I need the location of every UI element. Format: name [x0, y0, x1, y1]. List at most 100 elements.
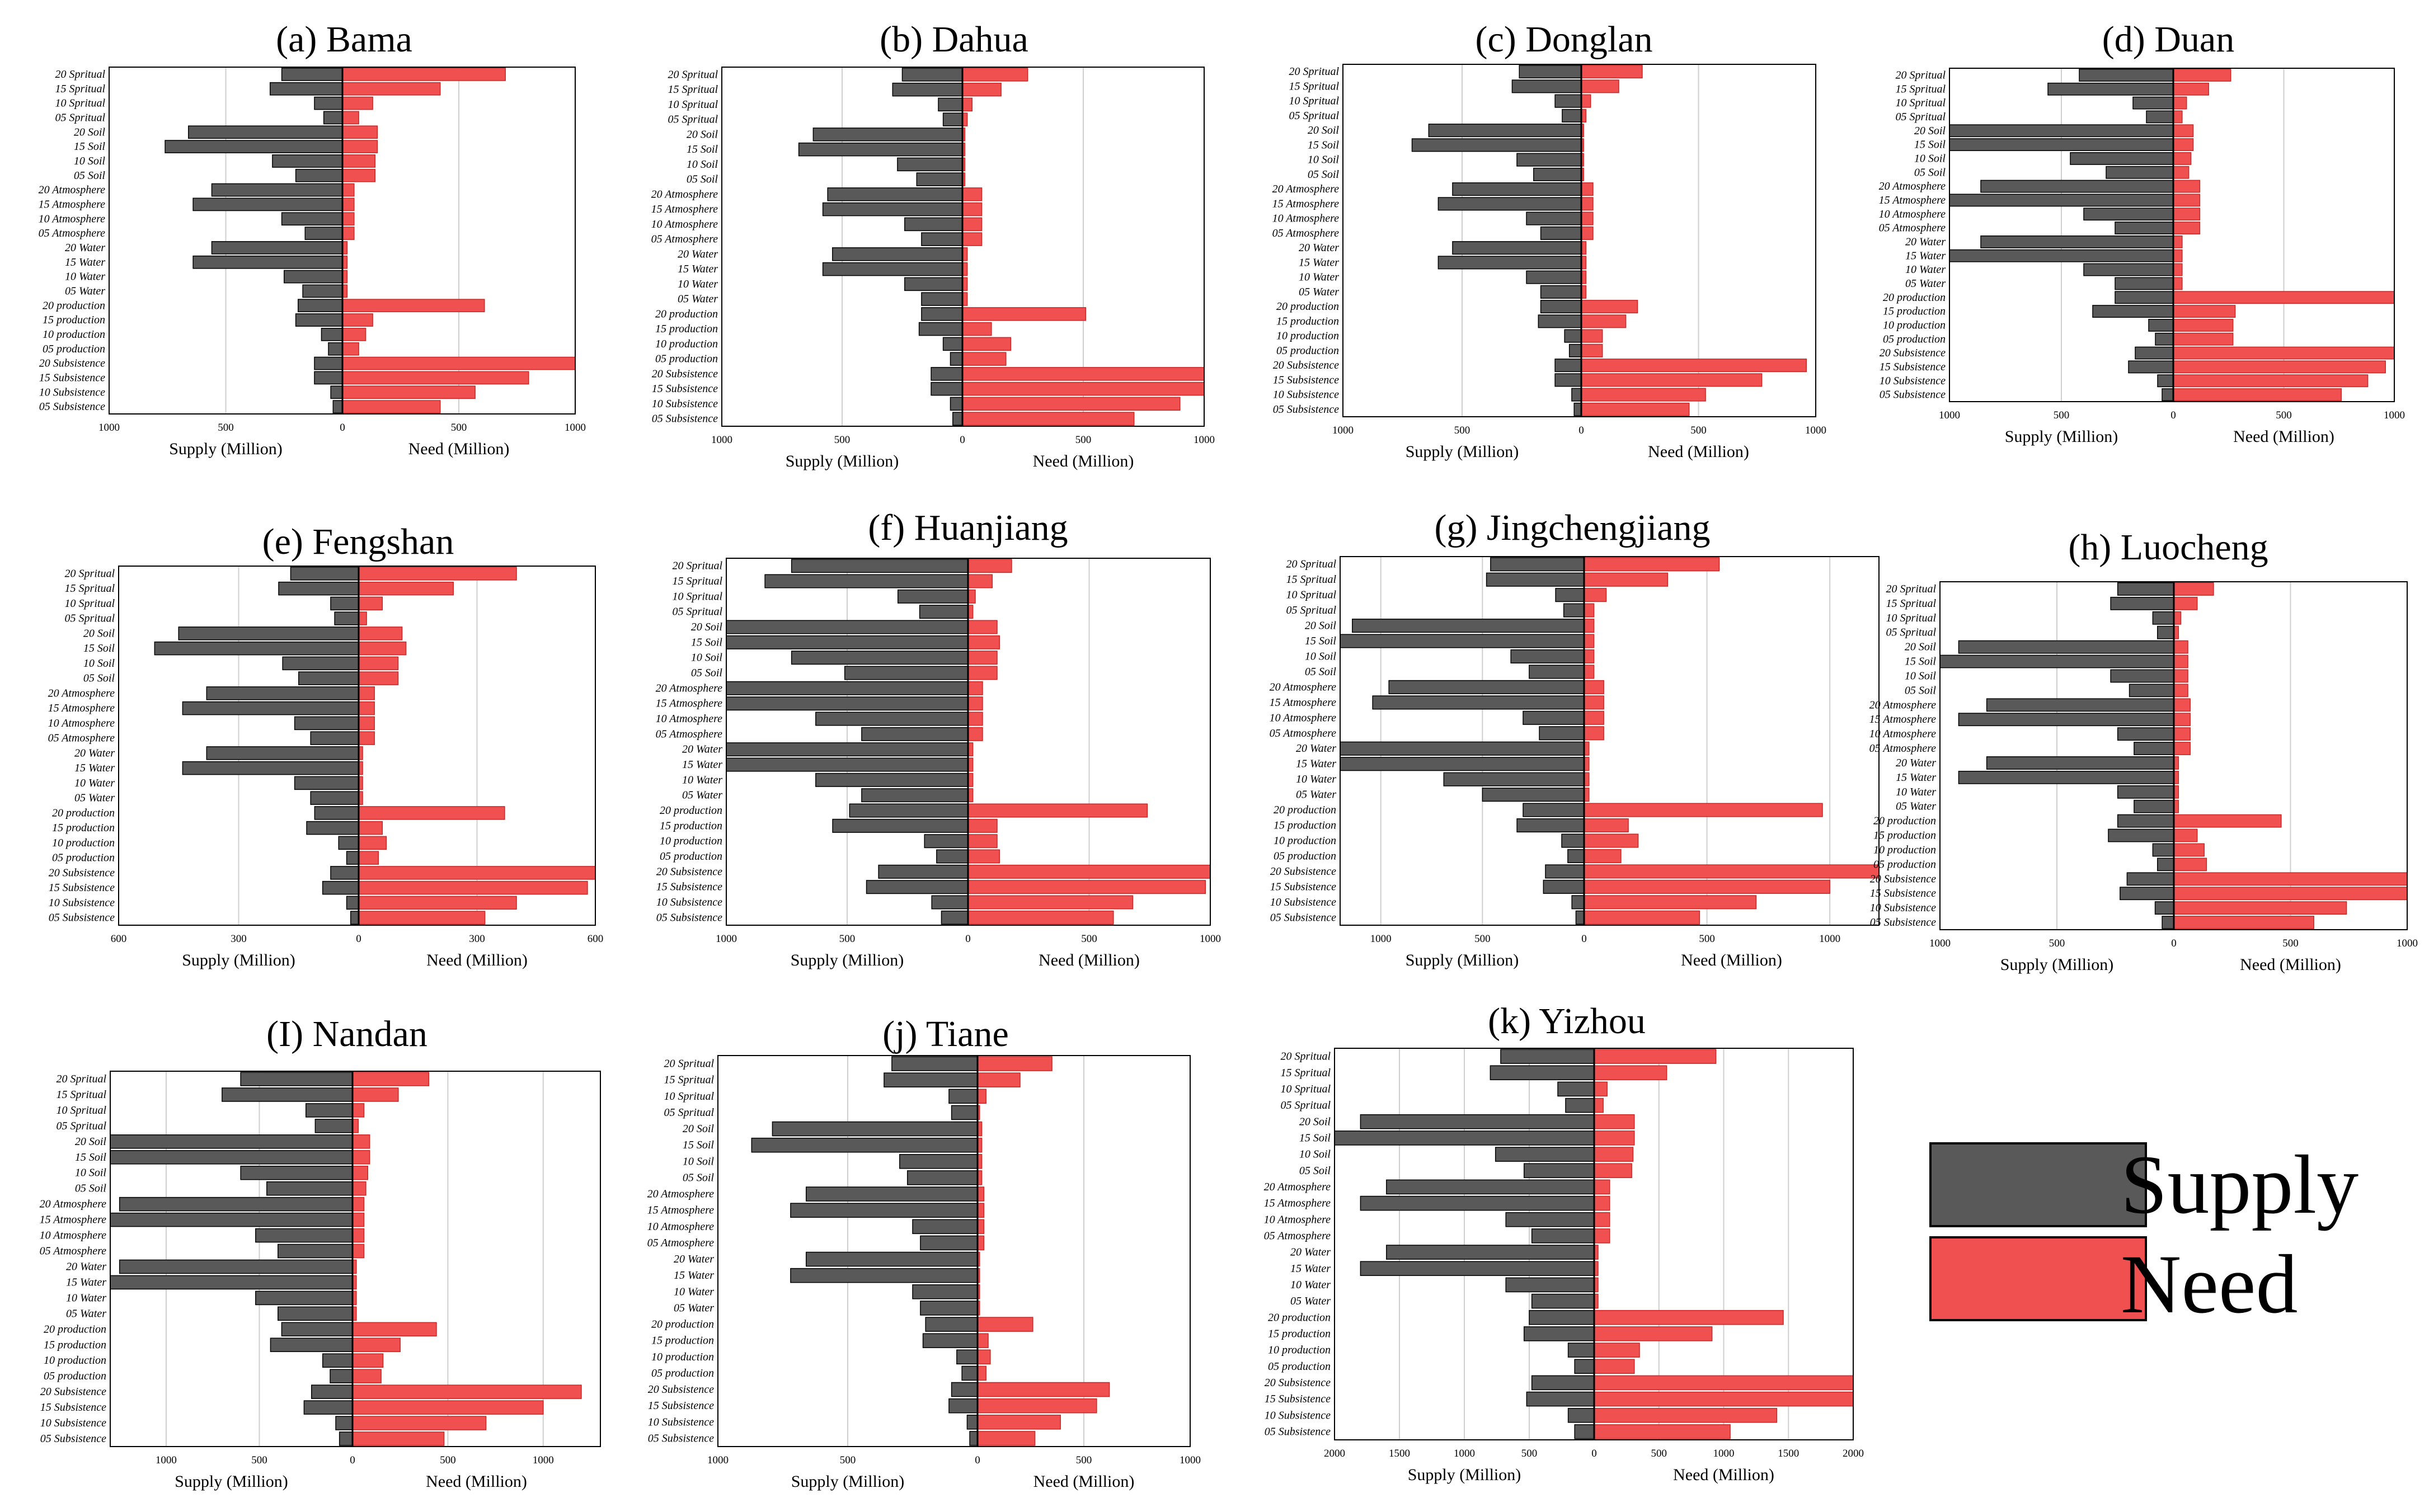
need-bar [358, 611, 367, 625]
category-label: 15 Atmosphere [39, 198, 106, 210]
category-label: 10 Spritual [1896, 97, 1946, 109]
need-bar [342, 342, 359, 356]
need-bar [977, 1235, 985, 1251]
supply-bar [2083, 208, 2174, 221]
supply-bar [1443, 772, 1585, 786]
supply-bar [1452, 182, 1582, 196]
category-label: 10 Spritual [65, 597, 115, 610]
need-bar [977, 1382, 1110, 1397]
tick-label: 500 [2282, 938, 2299, 949]
supply-bar [951, 1382, 978, 1397]
supply-bar [1949, 138, 2174, 152]
tick-label: 500 [440, 1454, 456, 1466]
supply-bar [165, 140, 343, 153]
need-bar [352, 1212, 365, 1227]
supply-bar [1352, 619, 1585, 633]
legend-supply-label: Supply [2121, 1138, 2358, 1231]
supply-bar [1538, 314, 1582, 328]
category-label: 05 Subsistence [1270, 911, 1336, 924]
supply-bar [2070, 152, 2174, 165]
chart-panel: (j) Tiane 20 Spritual 15 Spritual 10 Spritu… [647, 1014, 1201, 1491]
category-label: 20 Soil [1914, 125, 1946, 137]
x-axis-label-need: Need (Million) [1648, 442, 1749, 461]
category-label: 10 Water [682, 774, 722, 786]
need-bar [967, 834, 998, 849]
supply-bar [1340, 634, 1585, 648]
need-bar [1581, 329, 1603, 343]
tick-label: 1000 [707, 1454, 729, 1466]
need-bar [352, 1119, 359, 1133]
category-label: 05 Atmosphere [1272, 227, 1340, 239]
supply-bar [948, 1398, 978, 1414]
category-label: 10 production [660, 835, 722, 847]
need-bar [977, 1398, 1097, 1414]
category-label: 15 production [651, 1335, 714, 1347]
supply-bar [1526, 211, 1582, 225]
supply-bar [322, 880, 359, 895]
category-label: 20 Subsistence [648, 1383, 714, 1396]
supply-bar [726, 696, 969, 711]
supply-bar [941, 910, 969, 925]
category-label: 20 Atmosphere [651, 188, 718, 200]
need-bar [962, 68, 1028, 82]
x-axis-label-supply: Supply (Million) [791, 1472, 905, 1491]
category-label: 05 Water [66, 1307, 106, 1320]
category-label: 10 production [1883, 319, 1946, 331]
need-bar [2173, 388, 2342, 402]
supply-bar [1523, 803, 1585, 817]
need-bar [1594, 1228, 1610, 1243]
category-label: 05 Spritual [55, 111, 106, 124]
supply-bar [1523, 710, 1585, 725]
tick-label: 500 [451, 422, 467, 434]
category-label: 20 Spritual [55, 68, 106, 81]
category-label: 05 Atmosphere [651, 233, 718, 246]
category-label: 15 Soil [687, 143, 718, 156]
supply-bar [806, 1251, 978, 1267]
category-label: 10 Spritual [1286, 589, 1337, 601]
supply-bar [1949, 249, 2174, 262]
tick-label: 1500 [1778, 1448, 1799, 1459]
supply-bar [1523, 1326, 1595, 1341]
need-bar [352, 1150, 370, 1165]
need-bar [1581, 402, 1690, 416]
supply-bar [1571, 388, 1582, 402]
category-label: 10 Atmosphere [647, 1221, 715, 1233]
supply-bar [1452, 241, 1582, 255]
category-label: 20 Spritual [1289, 65, 1340, 78]
tick-label: 0 [2170, 409, 2176, 421]
category-label: 15 Subsistence [656, 881, 722, 893]
category-label: 05 Atmosphere [656, 728, 723, 740]
category-label: 20 Subsistence [1880, 347, 1946, 359]
category-label: 15 Subsistence [648, 1400, 714, 1412]
supply-bar [346, 851, 359, 865]
category-label: 10 Atmosphere [1869, 728, 1937, 740]
tick-label: 500 [1081, 933, 1097, 945]
need-bar [342, 154, 375, 168]
category-label: 05 production [1276, 345, 1339, 357]
supply-bar [182, 701, 359, 715]
category-label: 15 Spritual [1886, 597, 1937, 610]
need-bar [352, 1337, 401, 1353]
category-label: 20 Spritual [668, 68, 718, 81]
need-bar [358, 686, 375, 700]
category-label: 05 Soil [687, 173, 718, 186]
category-label: 05 Atmosphere [1879, 222, 1946, 234]
need-bar [962, 381, 1205, 396]
need-bar [2173, 68, 2231, 82]
category-label: 20 Spritual [1896, 69, 1946, 81]
need-bar [1594, 1359, 1635, 1374]
category-label: 05 production [44, 1370, 106, 1382]
category-label: 10 Atmosphere [40, 1230, 107, 1242]
supply-bar [2157, 374, 2174, 388]
supply-bar [240, 1165, 353, 1180]
category-label: 10 Soil [1914, 152, 1946, 164]
category-label: 15 Water [65, 256, 105, 269]
category-label: 05 Water [1296, 789, 1336, 801]
category-label: 20 Atmosphere [40, 1198, 107, 1210]
category-label: 20 Soil [1299, 1115, 1331, 1128]
need-bar [1584, 710, 1604, 725]
category-label: 10 production [52, 837, 115, 849]
supply-bar [1334, 1131, 1595, 1146]
category-label: 10 production [1873, 844, 1936, 856]
category-label: 15 Soil [691, 636, 723, 648]
